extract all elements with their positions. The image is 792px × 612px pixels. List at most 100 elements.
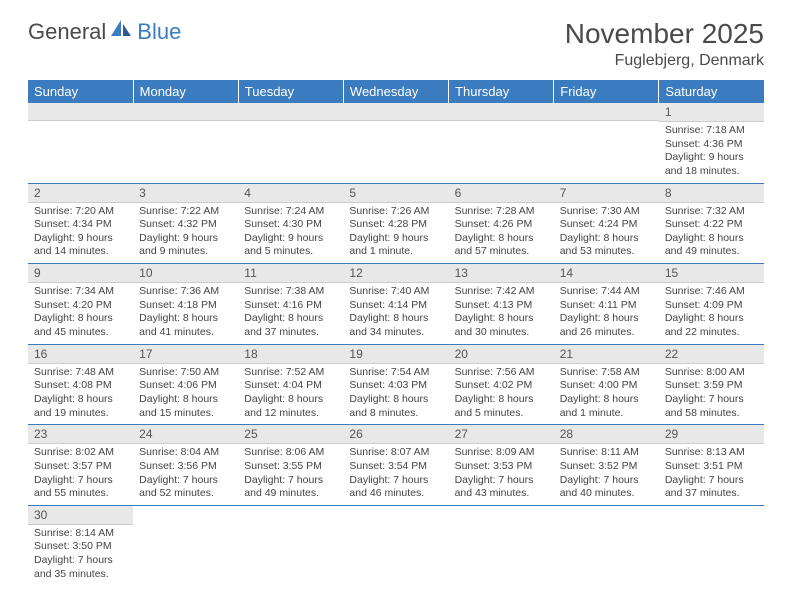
day-details: Sunrise: 7:52 AMSunset: 4:04 PMDaylight:… <box>238 364 343 425</box>
day-details: Sunrise: 7:42 AMSunset: 4:13 PMDaylight:… <box>449 283 554 344</box>
calendar-week: 2Sunrise: 7:20 AMSunset: 4:34 PMDaylight… <box>28 183 764 264</box>
calendar-cell <box>449 103 554 183</box>
weekday-header: Wednesday <box>343 80 448 103</box>
day-number: 16 <box>28 345 133 364</box>
location: Fuglebjerg, Denmark <box>565 52 764 70</box>
day-number: 1 <box>659 103 764 122</box>
calendar-cell: 22Sunrise: 8:00 AMSunset: 3:59 PMDayligh… <box>659 344 764 425</box>
day-number: 15 <box>659 264 764 283</box>
calendar-cell: 28Sunrise: 8:11 AMSunset: 3:52 PMDayligh… <box>554 425 659 506</box>
day-number: 26 <box>343 425 448 444</box>
day-details: Sunrise: 7:36 AMSunset: 4:18 PMDaylight:… <box>133 283 238 344</box>
day-number: 12 <box>343 264 448 283</box>
day-number: 6 <box>449 184 554 203</box>
brand-logo: General Blue <box>28 18 181 45</box>
weekday-header: Thursday <box>449 80 554 103</box>
day-details: Sunrise: 8:13 AMSunset: 3:51 PMDaylight:… <box>659 444 764 505</box>
day-details: Sunrise: 7:28 AMSunset: 4:26 PMDaylight:… <box>449 203 554 264</box>
day-details: Sunrise: 7:44 AMSunset: 4:11 PMDaylight:… <box>554 283 659 344</box>
calendar-cell: 18Sunrise: 7:52 AMSunset: 4:04 PMDayligh… <box>238 344 343 425</box>
title-block: November 2025 Fuglebjerg, Denmark <box>565 18 764 70</box>
day-details: Sunrise: 7:32 AMSunset: 4:22 PMDaylight:… <box>659 203 764 264</box>
day-details: Sunrise: 8:11 AMSunset: 3:52 PMDaylight:… <box>554 444 659 505</box>
calendar-week: 9Sunrise: 7:34 AMSunset: 4:20 PMDaylight… <box>28 264 764 345</box>
day-number: 9 <box>28 264 133 283</box>
day-number: 20 <box>449 345 554 364</box>
day-details: Sunrise: 7:48 AMSunset: 4:08 PMDaylight:… <box>28 364 133 425</box>
day-number: 5 <box>343 184 448 203</box>
calendar-cell: 1Sunrise: 7:18 AMSunset: 4:36 PMDaylight… <box>659 103 764 183</box>
calendar-cell: 5Sunrise: 7:26 AMSunset: 4:28 PMDaylight… <box>343 183 448 264</box>
weekday-header: Tuesday <box>238 80 343 103</box>
day-details: Sunrise: 7:24 AMSunset: 4:30 PMDaylight:… <box>238 203 343 264</box>
day-number: 17 <box>133 345 238 364</box>
calendar-cell: 19Sunrise: 7:54 AMSunset: 4:03 PMDayligh… <box>343 344 448 425</box>
weekday-header-row: SundayMondayTuesdayWednesdayThursdayFrid… <box>28 80 764 103</box>
day-details: Sunrise: 7:20 AMSunset: 4:34 PMDaylight:… <box>28 203 133 264</box>
calendar-cell: 30Sunrise: 8:14 AMSunset: 3:50 PMDayligh… <box>28 505 133 585</box>
day-number: 29 <box>659 425 764 444</box>
calendar-cell <box>133 505 238 585</box>
day-number: 8 <box>659 184 764 203</box>
day-number: 28 <box>554 425 659 444</box>
day-details: Sunrise: 8:02 AMSunset: 3:57 PMDaylight:… <box>28 444 133 505</box>
day-details: Sunrise: 8:09 AMSunset: 3:53 PMDaylight:… <box>449 444 554 505</box>
day-number: 4 <box>238 184 343 203</box>
calendar-cell: 10Sunrise: 7:36 AMSunset: 4:18 PMDayligh… <box>133 264 238 345</box>
calendar-cell <box>343 505 448 585</box>
calendar-cell <box>554 505 659 585</box>
day-number: 18 <box>238 345 343 364</box>
day-number: 23 <box>28 425 133 444</box>
calendar-week: 23Sunrise: 8:02 AMSunset: 3:57 PMDayligh… <box>28 425 764 506</box>
day-details: Sunrise: 7:18 AMSunset: 4:36 PMDaylight:… <box>659 122 764 183</box>
brand-part1: General <box>28 19 106 45</box>
calendar-cell <box>343 103 448 183</box>
day-details: Sunrise: 7:40 AMSunset: 4:14 PMDaylight:… <box>343 283 448 344</box>
day-number: 10 <box>133 264 238 283</box>
day-number: 3 <box>133 184 238 203</box>
day-number: 22 <box>659 345 764 364</box>
calendar-cell: 27Sunrise: 8:09 AMSunset: 3:53 PMDayligh… <box>449 425 554 506</box>
calendar-cell <box>449 505 554 585</box>
weekday-header: Sunday <box>28 80 133 103</box>
weekday-header: Monday <box>133 80 238 103</box>
brand-part2: Blue <box>137 19 181 45</box>
calendar-week: 1Sunrise: 7:18 AMSunset: 4:36 PMDaylight… <box>28 103 764 183</box>
day-details: Sunrise: 7:38 AMSunset: 4:16 PMDaylight:… <box>238 283 343 344</box>
day-details: Sunrise: 7:56 AMSunset: 4:02 PMDaylight:… <box>449 364 554 425</box>
calendar-cell: 24Sunrise: 8:04 AMSunset: 3:56 PMDayligh… <box>133 425 238 506</box>
month-title: November 2025 <box>565 18 764 50</box>
weekday-header: Saturday <box>659 80 764 103</box>
day-details: Sunrise: 7:50 AMSunset: 4:06 PMDaylight:… <box>133 364 238 425</box>
weekday-header: Friday <box>554 80 659 103</box>
day-number: 13 <box>449 264 554 283</box>
calendar-cell: 12Sunrise: 7:40 AMSunset: 4:14 PMDayligh… <box>343 264 448 345</box>
day-details: Sunrise: 8:04 AMSunset: 3:56 PMDaylight:… <box>133 444 238 505</box>
calendar-table: SundayMondayTuesdayWednesdayThursdayFrid… <box>28 80 764 585</box>
calendar-cell: 25Sunrise: 8:06 AMSunset: 3:55 PMDayligh… <box>238 425 343 506</box>
calendar-cell <box>659 505 764 585</box>
day-details: Sunrise: 7:22 AMSunset: 4:32 PMDaylight:… <box>133 203 238 264</box>
day-number: 19 <box>343 345 448 364</box>
day-number: 24 <box>133 425 238 444</box>
calendar-cell: 7Sunrise: 7:30 AMSunset: 4:24 PMDaylight… <box>554 183 659 264</box>
calendar-cell: 6Sunrise: 7:28 AMSunset: 4:26 PMDaylight… <box>449 183 554 264</box>
calendar-cell <box>133 103 238 183</box>
calendar-cell: 23Sunrise: 8:02 AMSunset: 3:57 PMDayligh… <box>28 425 133 506</box>
day-number: 27 <box>449 425 554 444</box>
calendar-cell: 3Sunrise: 7:22 AMSunset: 4:32 PMDaylight… <box>133 183 238 264</box>
day-number: 21 <box>554 345 659 364</box>
calendar-cell: 15Sunrise: 7:46 AMSunset: 4:09 PMDayligh… <box>659 264 764 345</box>
day-details: Sunrise: 8:07 AMSunset: 3:54 PMDaylight:… <box>343 444 448 505</box>
calendar-cell: 16Sunrise: 7:48 AMSunset: 4:08 PMDayligh… <box>28 344 133 425</box>
calendar-cell: 2Sunrise: 7:20 AMSunset: 4:34 PMDaylight… <box>28 183 133 264</box>
day-number: 14 <box>554 264 659 283</box>
day-details: Sunrise: 7:54 AMSunset: 4:03 PMDaylight:… <box>343 364 448 425</box>
calendar-cell: 17Sunrise: 7:50 AMSunset: 4:06 PMDayligh… <box>133 344 238 425</box>
sail-icon <box>109 18 135 43</box>
day-details: Sunrise: 7:30 AMSunset: 4:24 PMDaylight:… <box>554 203 659 264</box>
calendar-cell: 13Sunrise: 7:42 AMSunset: 4:13 PMDayligh… <box>449 264 554 345</box>
calendar-cell <box>238 505 343 585</box>
calendar-cell: 26Sunrise: 8:07 AMSunset: 3:54 PMDayligh… <box>343 425 448 506</box>
day-details: Sunrise: 8:06 AMSunset: 3:55 PMDaylight:… <box>238 444 343 505</box>
